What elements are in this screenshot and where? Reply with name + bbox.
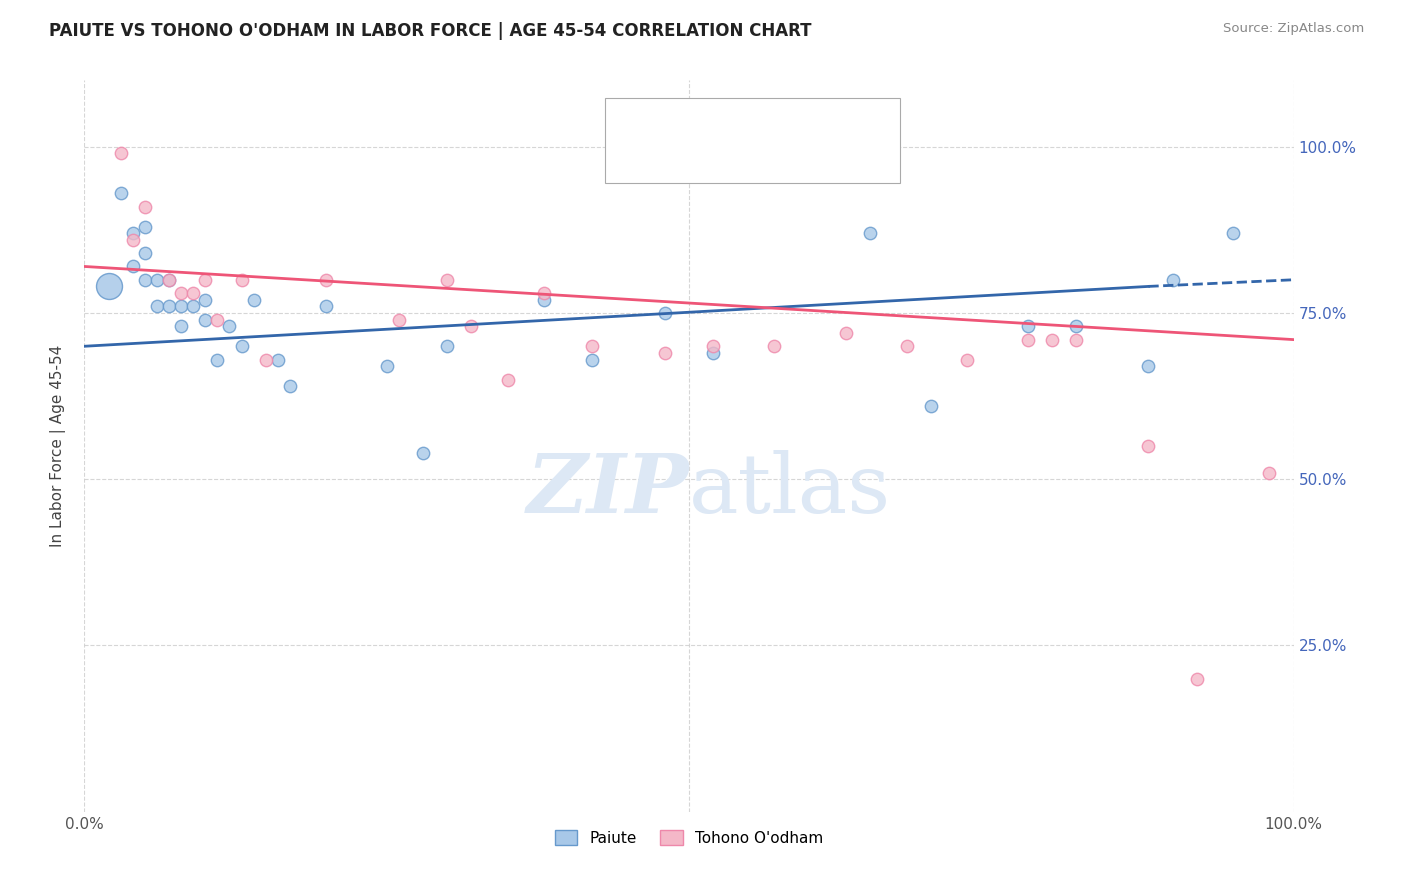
Text: -0.092: -0.092 (693, 150, 742, 165)
Point (157, 273, 180, 287)
Point (194, 312, 217, 326)
Point (315, 299, 337, 313)
Point (533, 286, 555, 301)
Point (388, 312, 411, 326)
Point (231, 273, 253, 287)
Point (581, 339, 603, 353)
Text: Source: ZipAtlas.com: Source: ZipAtlas.com (1223, 22, 1364, 36)
Text: PAIUTE VS TOHONO O'ODHAM IN LABOR FORCE | AGE 45-54 CORRELATION CHART: PAIUTE VS TOHONO O'ODHAM IN LABOR FORCE … (49, 22, 811, 40)
Point (702, 346, 724, 360)
Point (242, 293, 264, 307)
Text: N = 29: N = 29 (763, 150, 817, 165)
Point (375, 359, 398, 374)
Point (170, 319, 193, 334)
Point (231, 339, 253, 353)
Point (121, 260, 143, 274)
Point (267, 352, 290, 367)
Point (533, 293, 555, 307)
Text: atlas: atlas (689, 450, 891, 530)
Text: N = 37: N = 37 (763, 116, 817, 131)
Point (1137, 439, 1160, 453)
Point (1161, 273, 1184, 287)
Point (1064, 333, 1087, 347)
Point (1017, 333, 1039, 347)
Point (194, 273, 217, 287)
Point (134, 219, 156, 234)
Point (315, 273, 337, 287)
Point (1222, 226, 1244, 240)
Point (207, 352, 229, 367)
Point (278, 379, 301, 393)
Point (194, 293, 217, 307)
Point (702, 339, 724, 353)
Point (835, 326, 858, 340)
Point (134, 246, 156, 260)
Point (896, 339, 918, 353)
Point (1185, 672, 1208, 686)
Point (146, 299, 169, 313)
Point (157, 273, 180, 287)
Point (1258, 466, 1281, 480)
Point (218, 319, 240, 334)
Point (654, 306, 676, 320)
Legend: Paiute, Tohono O'odham: Paiute, Tohono O'odham (548, 823, 830, 852)
Point (654, 346, 676, 360)
Point (1040, 333, 1063, 347)
Point (181, 299, 204, 313)
Point (254, 352, 277, 367)
Text: ZIP: ZIP (526, 450, 689, 530)
Point (110, 186, 132, 201)
Point (181, 286, 204, 301)
Point (121, 226, 143, 240)
Point (146, 273, 169, 287)
Point (134, 273, 156, 287)
Point (496, 372, 519, 386)
Point (97, 279, 120, 293)
Point (1064, 319, 1087, 334)
Point (170, 299, 193, 313)
Point (436, 339, 458, 353)
Point (207, 312, 229, 326)
Text: R =: R = (658, 150, 686, 165)
Point (920, 399, 942, 413)
Point (436, 273, 458, 287)
Point (1017, 319, 1039, 334)
Point (170, 286, 193, 301)
Point (581, 352, 603, 367)
Point (121, 233, 143, 247)
Point (762, 339, 785, 353)
Point (1137, 359, 1160, 374)
Point (157, 299, 180, 313)
Point (134, 200, 156, 214)
Point (956, 352, 979, 367)
Point (412, 445, 434, 459)
Y-axis label: In Labor Force | Age 45-54: In Labor Force | Age 45-54 (49, 345, 66, 547)
Text: R =: R = (658, 116, 686, 131)
Point (859, 226, 882, 240)
Text: 0.077: 0.077 (693, 116, 737, 131)
Point (110, 146, 132, 161)
Point (460, 319, 482, 334)
